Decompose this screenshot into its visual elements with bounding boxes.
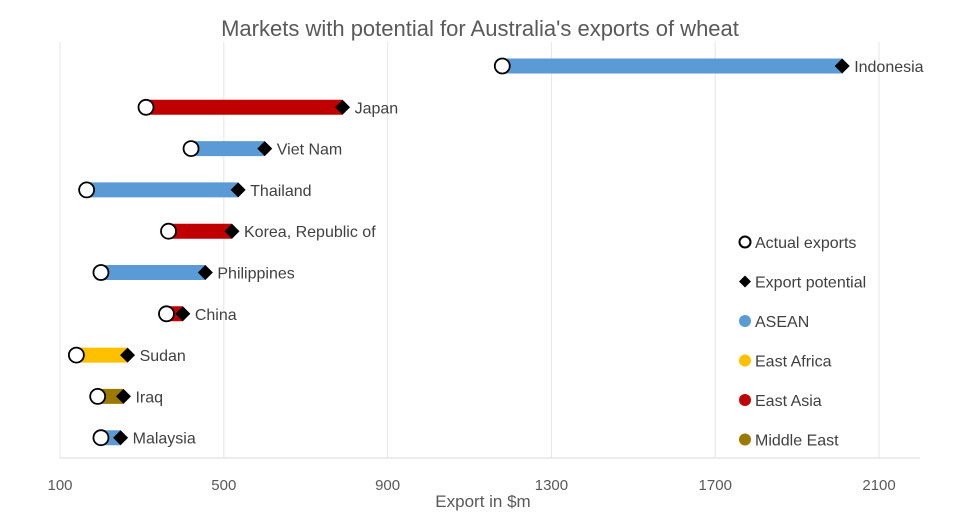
market-label: Indonesia <box>854 59 923 76</box>
legend: Actual exports Export potential ASEAN East … <box>738 235 866 450</box>
actual-marker <box>89 387 107 405</box>
market-label: China <box>195 307 237 324</box>
market-row: Philippines <box>92 264 295 283</box>
market-row: China <box>158 305 237 324</box>
market-row: Indonesia <box>493 57 924 76</box>
x-axis-label: Export in $m <box>435 492 531 511</box>
potential-marker <box>120 347 136 363</box>
legend-label: East Asia <box>755 393 822 410</box>
potential-marker <box>257 141 273 157</box>
market-row: Korea, Republic of <box>160 222 376 241</box>
market-label: Iraq <box>135 389 163 406</box>
potential-marker <box>834 58 850 74</box>
legend-color-swatch <box>739 354 751 367</box>
market-label: Viet Nam <box>277 142 343 159</box>
legend-item: Actual exports <box>738 235 856 252</box>
legend-item: East Asia <box>739 393 822 410</box>
x-tick-labels: 100 500 900 1300 1700 2100 <box>47 477 895 494</box>
legend-color-swatch <box>739 394 751 406</box>
actual-marker <box>78 181 96 199</box>
legend-label: East Africa <box>755 354 832 371</box>
actual-marker <box>137 98 155 116</box>
legend-label: Actual exports <box>755 235 856 252</box>
legend-color-swatch <box>739 315 751 327</box>
legend-item: Middle East <box>739 433 839 450</box>
dumbbell-series: Indonesia Japan Viet Nam Thailand Korea, Rep… <box>67 57 924 448</box>
market-label: Malaysia <box>133 431 196 448</box>
x-tick-label: 100 <box>47 477 72 494</box>
x-tick-label: 2100 <box>862 477 895 494</box>
x-tick-label: 1300 <box>535 477 568 494</box>
market-row: Japan <box>137 98 399 117</box>
actual-marker <box>182 140 200 158</box>
potential-marker <box>175 306 191 322</box>
legend-item: East Africa <box>739 354 832 371</box>
actual-marker <box>92 429 110 447</box>
market-label: Thailand <box>250 183 311 200</box>
legend-label: Export potential <box>755 275 866 292</box>
legend-label: Middle East <box>755 433 839 450</box>
potential-marker <box>113 430 129 446</box>
market-label: Japan <box>355 100 399 117</box>
market-row: Thailand <box>78 181 312 200</box>
legend-circle-marker <box>738 235 752 249</box>
legend-item: ASEAN <box>739 314 809 331</box>
market-row: Sudan <box>67 346 186 365</box>
market-label: Korea, Republic of <box>244 224 376 241</box>
x-tick-label: 500 <box>211 477 236 494</box>
potential-marker <box>335 99 351 115</box>
x-tick-label: 900 <box>375 477 400 494</box>
legend-diamond-marker <box>739 275 751 288</box>
market-label: Sudan <box>140 348 186 365</box>
market-row: Iraq <box>89 387 163 406</box>
market-row: Viet Nam <box>182 140 343 159</box>
actual-marker <box>160 222 177 240</box>
actual-marker <box>92 264 110 281</box>
chart-title: Markets with potential for Australia's e… <box>221 16 739 41</box>
market-label: Philippines <box>217 266 294 283</box>
potential-marker <box>115 388 131 404</box>
legend-label: ASEAN <box>755 314 809 331</box>
potential-marker <box>230 182 246 198</box>
legend-color-swatch <box>739 433 751 446</box>
actual-marker <box>493 57 511 75</box>
legend-item: Export potential <box>739 275 866 292</box>
market-row: Malaysia <box>92 429 196 448</box>
x-tick-label: 1700 <box>699 477 732 494</box>
actual-marker <box>158 305 175 323</box>
actual-marker <box>67 346 85 364</box>
potential-marker <box>224 223 240 239</box>
potential-marker <box>197 265 213 280</box>
